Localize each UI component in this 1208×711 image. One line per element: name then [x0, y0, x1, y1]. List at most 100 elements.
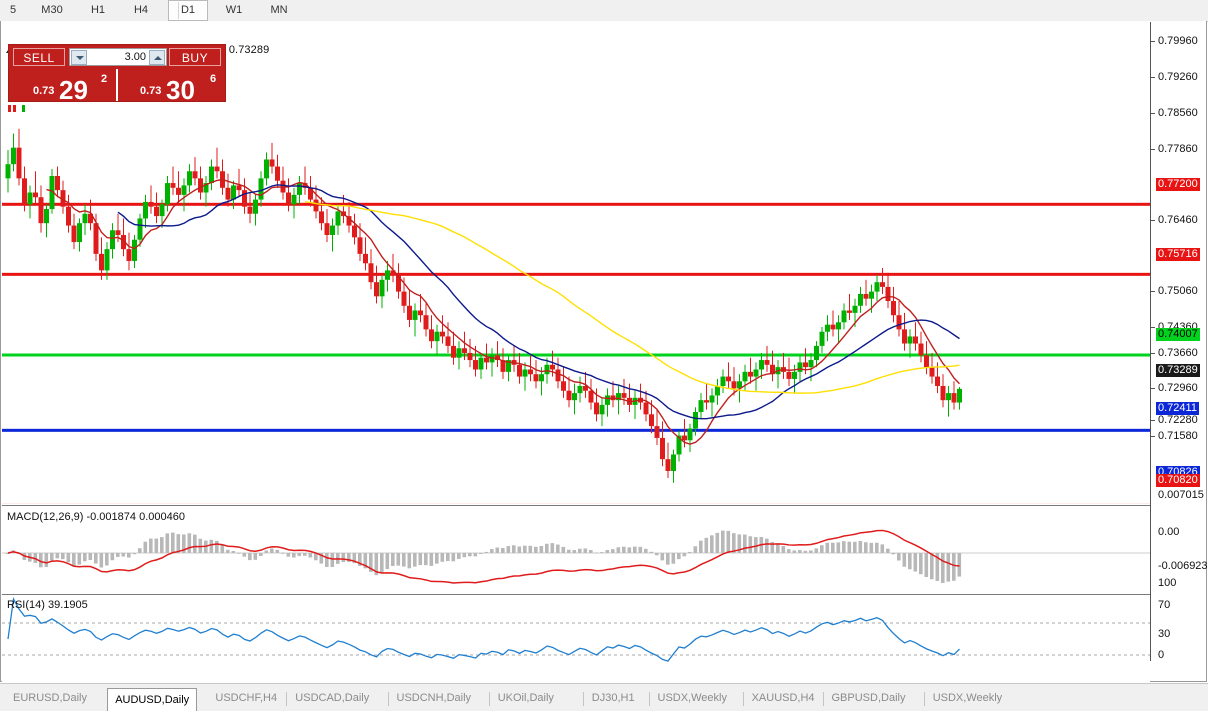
candle-body[interactable] — [655, 426, 660, 438]
candle-body[interactable] — [165, 183, 170, 204]
candle-body[interactable] — [523, 369, 528, 376]
candle-body[interactable] — [226, 188, 231, 200]
candle-body[interactable] — [44, 209, 49, 223]
candle-body[interactable] — [649, 414, 654, 426]
candle-body[interactable] — [886, 287, 891, 301]
price-label-resistance-1[interactable]: 0.77200 — [1156, 178, 1200, 191]
candle-body[interactable] — [358, 237, 363, 254]
buy-button[interactable]: BUY — [169, 48, 221, 66]
candle-body[interactable] — [418, 310, 423, 315]
candle-body[interactable] — [440, 332, 445, 337]
candle-body[interactable] — [715, 386, 720, 395]
candle-body[interactable] — [435, 332, 440, 341]
candle-body[interactable] — [644, 403, 649, 415]
candle-body[interactable] — [402, 292, 407, 306]
candle-body[interactable] — [209, 167, 214, 184]
sell-button[interactable]: SELL — [13, 48, 65, 66]
candle-body[interactable] — [803, 362, 808, 367]
candle-body[interactable] — [913, 336, 918, 343]
candle-body[interactable] — [72, 226, 77, 243]
candle-body[interactable] — [941, 386, 946, 400]
candle-body[interactable] — [116, 230, 121, 235]
candle-body[interactable] — [594, 403, 599, 415]
candle-body[interactable] — [490, 355, 495, 362]
chart-tab-usdcnh-daily[interactable]: USDCNH,Daily — [390, 688, 479, 709]
horizontal-level-line[interactable] — [2, 429, 1150, 432]
rsi-pane[interactable] — [2, 596, 1150, 682]
candle-body[interactable] — [171, 183, 176, 188]
candle-body[interactable] — [369, 263, 374, 282]
candle-body[interactable] — [539, 374, 544, 381]
candle-body[interactable] — [754, 369, 759, 376]
candle-body[interactable] — [556, 369, 561, 381]
candle-body[interactable] — [825, 325, 830, 332]
candle-body[interactable] — [270, 159, 275, 166]
timeframe-d1-button[interactable]: D1 — [168, 0, 208, 21]
candle-body[interactable] — [6, 164, 11, 178]
candle-body[interactable] — [946, 393, 951, 400]
candle-body[interactable] — [902, 329, 907, 343]
candle-body[interactable] — [39, 197, 44, 223]
volume-stepper[interactable]: 3.00 — [69, 48, 167, 66]
candle-body[interactable] — [545, 365, 550, 374]
horizontal-level-line[interactable] — [2, 273, 1150, 276]
candle-body[interactable] — [94, 223, 99, 254]
candle-body[interactable] — [292, 195, 297, 204]
candle-body[interactable] — [66, 207, 71, 226]
candle-body[interactable] — [908, 336, 913, 343]
candle-body[interactable] — [919, 344, 924, 356]
candle-body[interactable] — [957, 389, 962, 403]
candle-body[interactable] — [248, 207, 253, 214]
candle-body[interactable] — [17, 148, 22, 179]
candle-body[interactable] — [352, 226, 357, 238]
candle-body[interactable] — [693, 412, 698, 429]
candle-body[interactable] — [105, 249, 110, 270]
candle-body[interactable] — [473, 360, 478, 369]
candle-body[interactable] — [237, 185, 242, 190]
candle-body[interactable] — [160, 204, 165, 216]
candle-body[interactable] — [413, 310, 418, 319]
candle-body[interactable] — [143, 202, 148, 219]
candle-body[interactable] — [446, 336, 451, 345]
candle-body[interactable] — [198, 178, 203, 192]
candle-body[interactable] — [891, 301, 896, 315]
candle-body[interactable] — [242, 190, 247, 207]
candle-body[interactable] — [792, 372, 797, 379]
one-click-trading-panel[interactable]: SELL 3.00 BUY 0.73 29 2 0.73 30 6 — [8, 44, 226, 102]
candle-body[interactable] — [275, 167, 280, 181]
candle-body[interactable] — [666, 459, 671, 471]
volume-decrease-button[interactable] — [71, 50, 87, 65]
chart-tab-usdx-weekly[interactable]: USDX,Weekly — [926, 688, 1009, 709]
chart-tab-audusd-daily[interactable]: AUDUSD,Daily — [107, 688, 197, 711]
candle-body[interactable] — [952, 393, 957, 402]
candle-body[interactable] — [187, 171, 192, 185]
volume-increase-button[interactable] — [149, 50, 165, 65]
candle-body[interactable] — [314, 200, 319, 212]
price-label-resistance-2[interactable]: 0.75716 — [1156, 248, 1200, 261]
candle-body[interactable] — [605, 395, 610, 404]
candle-body[interactable] — [363, 254, 368, 263]
candle-body[interactable] — [561, 381, 566, 390]
candle-body[interactable] — [193, 171, 198, 178]
candle-body[interactable] — [875, 282, 880, 291]
candle-body[interactable] — [176, 188, 181, 195]
candle-body[interactable] — [924, 355, 929, 367]
price-pane[interactable] — [2, 58, 1150, 504]
candle-body[interactable] — [787, 372, 792, 379]
timeframe-h4-button[interactable]: H4 — [122, 0, 160, 21]
candle-body[interactable] — [385, 270, 390, 279]
chart-tab-eurusd-daily[interactable]: EURUSD,Daily — [6, 688, 94, 709]
sell-price[interactable]: 0.73 29 2 — [11, 69, 118, 101]
price-label-support-red[interactable]: 0.70820 — [1156, 474, 1200, 487]
candle-body[interactable] — [215, 167, 220, 172]
candle-body[interactable] — [330, 226, 335, 235]
candle-body[interactable] — [319, 211, 324, 223]
candle-body[interactable] — [704, 400, 709, 402]
candle-body[interactable] — [28, 193, 33, 205]
candle-body[interactable] — [864, 294, 869, 299]
price-label-current-price[interactable]: 0.73289 — [1156, 364, 1200, 377]
candle-body[interactable] — [732, 381, 737, 388]
candle-body[interactable] — [534, 374, 539, 381]
